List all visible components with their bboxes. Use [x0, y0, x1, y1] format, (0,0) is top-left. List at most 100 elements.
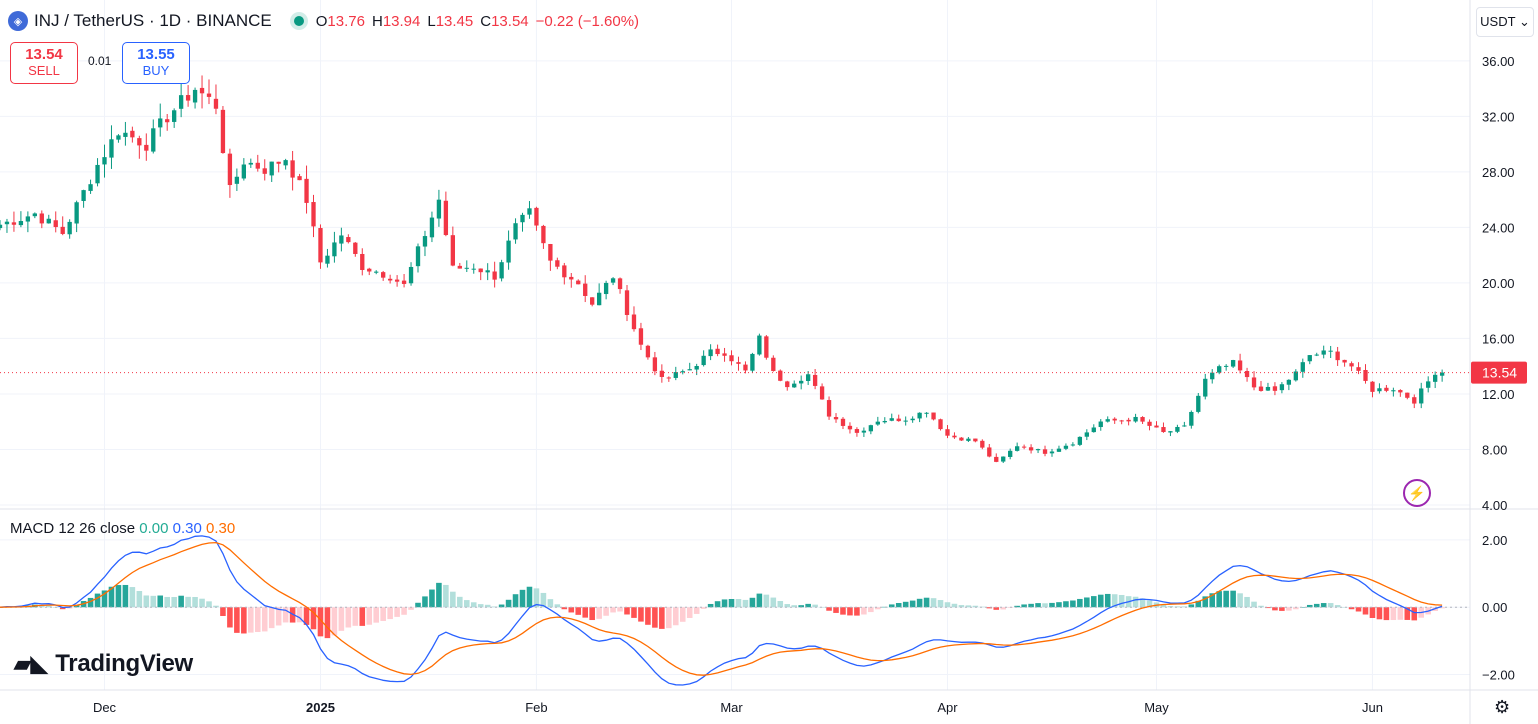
candle-body[interactable]	[172, 110, 177, 122]
candle-body[interactable]	[165, 119, 170, 123]
candle-body[interactable]	[297, 176, 302, 181]
candle-body[interactable]	[757, 335, 762, 355]
candle-body[interactable]	[659, 370, 665, 377]
candle-body[interactable]	[1391, 390, 1396, 392]
candle-body[interactable]	[736, 362, 741, 364]
candle-body[interactable]	[158, 118, 163, 128]
candle-body[interactable]	[1028, 447, 1034, 451]
candle-body[interactable]	[346, 237, 351, 243]
candle-body[interactable]	[1251, 377, 1257, 388]
candle-body[interactable]	[966, 438, 971, 441]
candle-body[interactable]	[722, 353, 727, 356]
candle-body[interactable]	[1203, 378, 1208, 397]
candle-body[interactable]	[255, 162, 260, 169]
candle-body[interactable]	[715, 348, 720, 355]
candle-body[interactable]	[46, 218, 51, 224]
candle-body[interactable]	[123, 132, 128, 137]
candle-body[interactable]	[1133, 416, 1138, 422]
candle-body[interactable]	[959, 437, 964, 441]
candle-body[interactable]	[311, 202, 316, 227]
candle-body[interactable]	[548, 244, 553, 261]
candle-body[interactable]	[1314, 354, 1319, 356]
candle-body[interactable]	[1098, 421, 1103, 428]
candle-body[interactable]	[590, 297, 595, 305]
candle-body[interactable]	[1070, 444, 1076, 446]
symbol-title[interactable]: INJ / TetherUS · 1D · BINANCE	[34, 11, 272, 30]
candle-body[interactable]	[74, 202, 79, 224]
candle-body[interactable]	[248, 162, 253, 165]
candle-body[interactable]	[603, 282, 609, 295]
macd-line[interactable]	[0, 535, 1443, 686]
candle-body[interactable]	[144, 144, 149, 151]
candle-body[interactable]	[220, 109, 226, 154]
candle-body[interactable]	[471, 268, 476, 270]
candle-body[interactable]	[102, 157, 107, 165]
candle-body[interactable]	[1300, 362, 1305, 372]
candle-body[interactable]	[764, 336, 769, 358]
candle-body[interactable]	[1084, 432, 1089, 437]
candle-body[interactable]	[631, 314, 637, 330]
candle-body[interactable]	[1189, 411, 1194, 426]
candle-body[interactable]	[987, 447, 992, 457]
candle-body[interactable]	[1154, 425, 1159, 428]
candle-body[interactable]	[868, 425, 874, 432]
candle-body[interactable]	[687, 369, 692, 371]
candle-body[interactable]	[854, 429, 860, 433]
candle-body[interactable]	[213, 98, 219, 109]
candle-body[interactable]	[457, 265, 462, 269]
candle-body[interactable]	[1439, 372, 1445, 376]
candle-body[interactable]	[1001, 456, 1006, 462]
candle-body[interactable]	[785, 381, 790, 388]
candle-body[interactable]	[1384, 387, 1389, 391]
gear-icon[interactable]: ⚙	[1494, 697, 1511, 717]
candle-body[interactable]	[1091, 427, 1096, 433]
candle-body[interactable]	[924, 412, 929, 414]
candle-body[interactable]	[1412, 397, 1417, 404]
candle-body[interactable]	[638, 328, 644, 345]
candle-body[interactable]	[917, 412, 922, 419]
candle-body[interactable]	[1370, 381, 1375, 392]
candle-body[interactable]	[896, 418, 901, 422]
candle-body[interactable]	[185, 95, 191, 101]
candle-body[interactable]	[408, 266, 414, 284]
candle-body[interactable]	[1119, 420, 1124, 422]
candle-body[interactable]	[1224, 365, 1229, 367]
candle-body[interactable]	[1293, 371, 1298, 381]
candle-body[interactable]	[1265, 386, 1271, 391]
candle-body[interactable]	[381, 272, 386, 278]
candle-body[interactable]	[374, 271, 379, 273]
candle-body[interactable]	[994, 456, 999, 462]
candle-body[interactable]	[39, 213, 44, 224]
candle-body[interactable]	[729, 355, 734, 362]
candle-body[interactable]	[464, 267, 469, 269]
candle-body[interactable]	[262, 168, 267, 174]
candle-body[interactable]	[520, 214, 525, 223]
candle-body[interactable]	[4, 221, 10, 225]
candle-body[interactable]	[680, 371, 685, 373]
candle-body[interactable]	[11, 222, 17, 225]
candle-body[interactable]	[1349, 363, 1354, 367]
candle-body[interactable]	[415, 246, 421, 267]
candle-body[interactable]	[151, 128, 156, 152]
candle-body[interactable]	[1063, 445, 1069, 449]
candle-body[interactable]	[541, 225, 546, 244]
candle-body[interactable]	[0, 224, 3, 229]
candle-body[interactable]	[819, 386, 825, 400]
candle-body[interactable]	[206, 93, 212, 97]
candle-body[interactable]	[353, 242, 358, 254]
candle-body[interactable]	[1426, 381, 1431, 388]
candle-body[interactable]	[743, 364, 748, 371]
candle-body[interactable]	[304, 178, 309, 203]
candle-body[interactable]	[1244, 371, 1250, 378]
candle-body[interactable]	[980, 440, 985, 448]
candle-body[interactable]	[1140, 417, 1145, 422]
candle-body[interactable]	[596, 292, 602, 306]
candle-body[interactable]	[360, 253, 365, 271]
candle-body[interactable]	[833, 417, 839, 420]
candle-body[interactable]	[673, 372, 678, 378]
candle-body[interactable]	[903, 420, 908, 422]
candle-body[interactable]	[485, 270, 490, 273]
candle-body[interactable]	[562, 265, 567, 278]
candle-body[interactable]	[812, 374, 818, 386]
